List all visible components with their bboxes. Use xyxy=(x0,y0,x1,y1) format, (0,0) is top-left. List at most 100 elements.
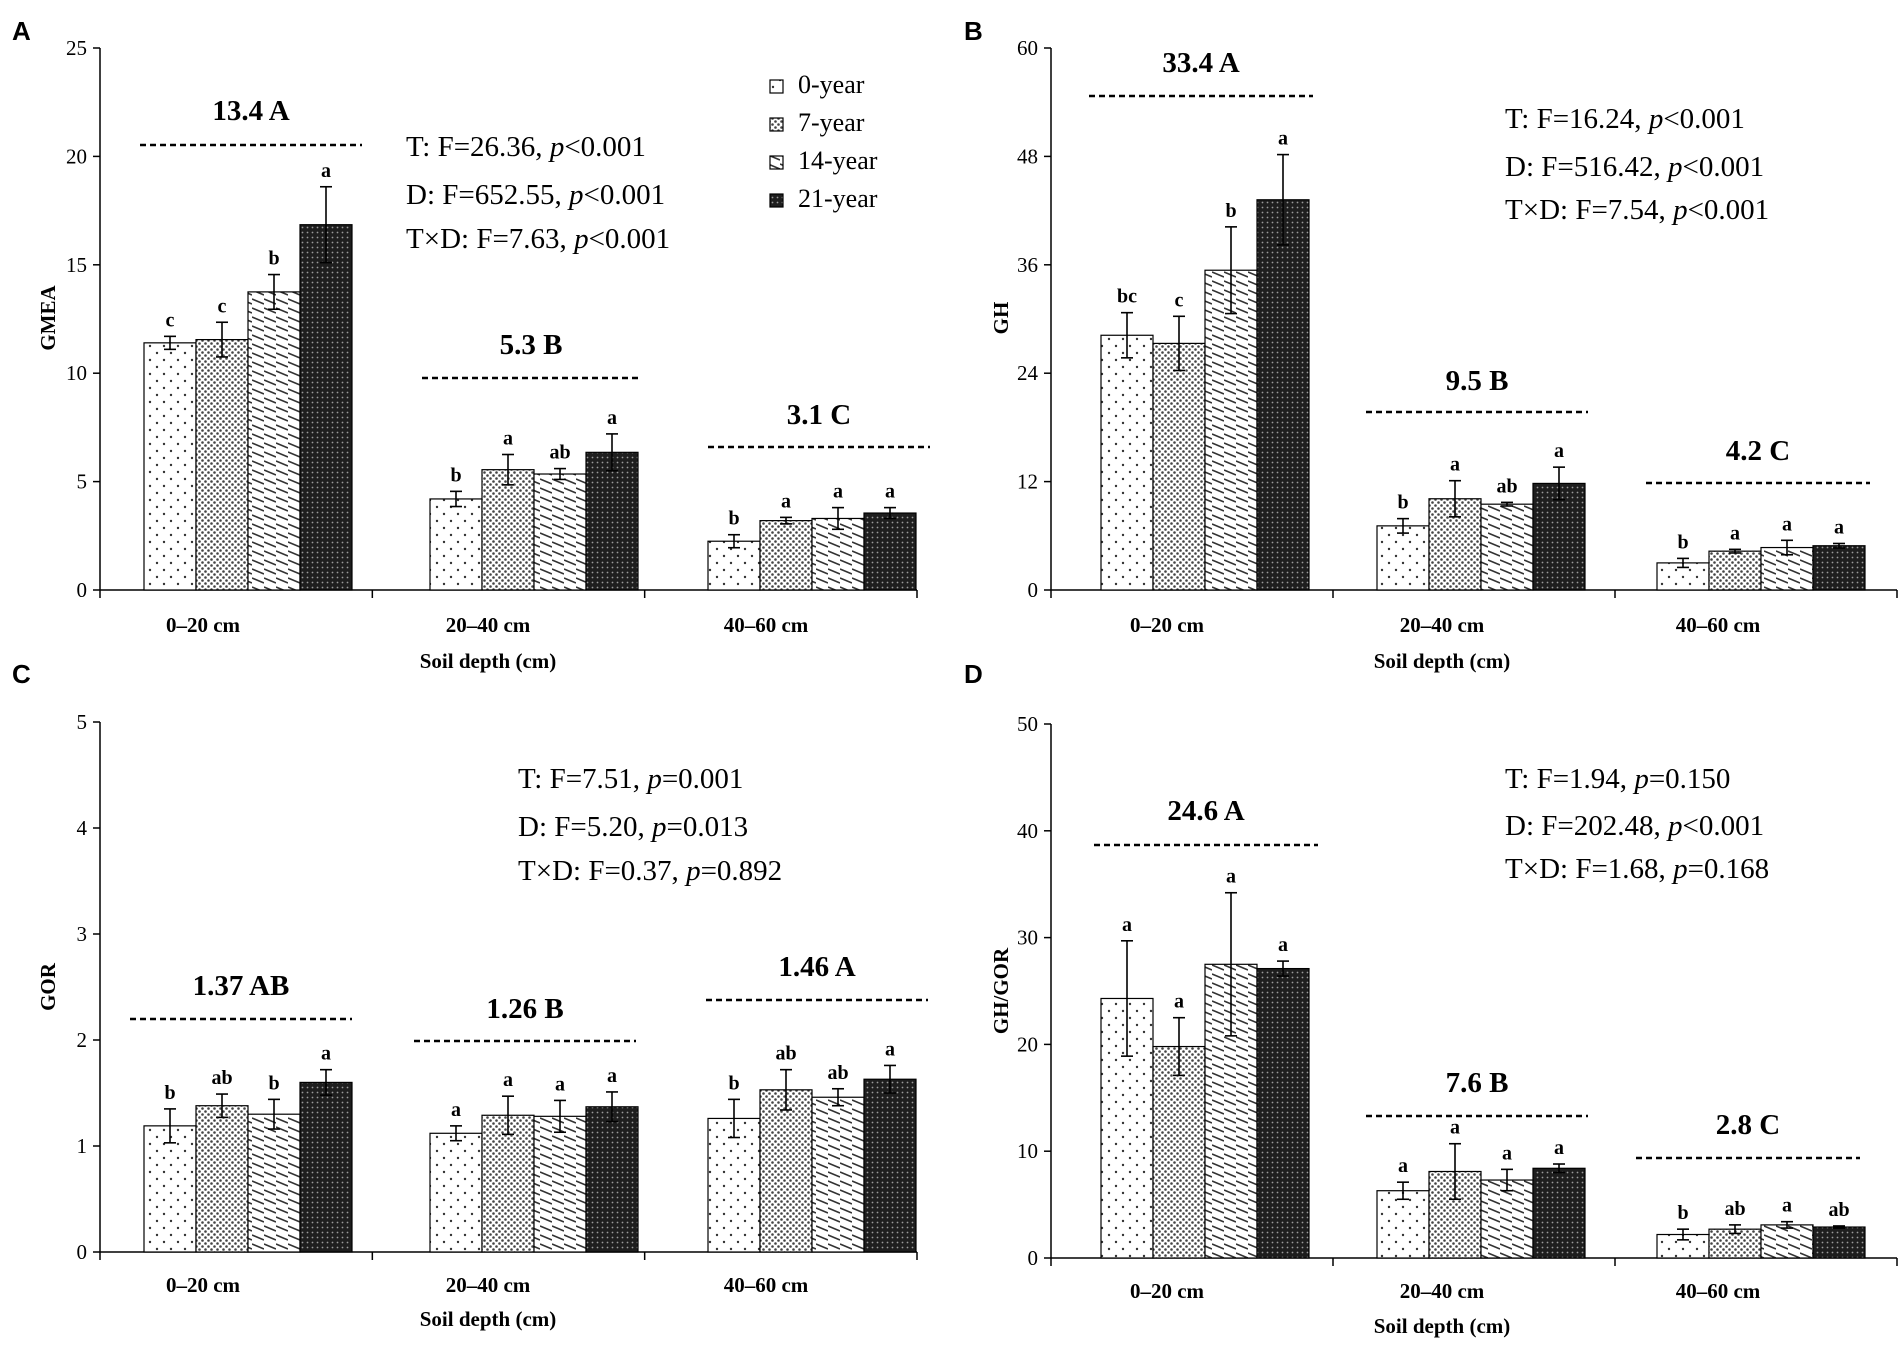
significance-letter: ab xyxy=(1724,1198,1745,1220)
bar-0-year-3 xyxy=(707,1117,761,1253)
chart-panel-b: B 0 12 24 36 48 60 0–20 cm 20–40 cm 40–60 cm Soil … xyxy=(964,16,1898,673)
stat-prefix: D: F=5.20, xyxy=(518,811,652,843)
bar-14-year-1 xyxy=(1204,269,1258,591)
significance-letter: a xyxy=(1450,1117,1460,1139)
bar-7-year-3 xyxy=(1708,550,1762,591)
y-tick-label: 60 xyxy=(1017,36,1038,60)
group-mean-label: 1.26 B xyxy=(486,993,563,1025)
stat-p-symbol: p xyxy=(1666,810,1683,842)
y-tick-label: 5 xyxy=(77,470,88,494)
significance-letter: a xyxy=(1278,934,1288,956)
legend-label: 14-year xyxy=(798,146,878,175)
bar-14-year-1 xyxy=(247,1113,301,1253)
stat-prefix: T: F=1.94, xyxy=(1505,763,1634,795)
x-axis-title: Soil depth (cm) xyxy=(420,1307,557,1331)
legend-swatch-0-year xyxy=(769,79,784,94)
x-axis-title: Soil depth (cm) xyxy=(420,649,557,673)
significance-letter: ab xyxy=(1496,475,1517,497)
stat-p-symbol: p xyxy=(645,763,662,795)
chart-panel-d: D 0 10 20 30 40 50 0–20 cm 20–40 cm 40–60 cm Soil … xyxy=(964,659,1898,1338)
significance-letter: a xyxy=(833,481,843,503)
group-mean-label: 5.3 B xyxy=(500,329,563,361)
y-tick-label: 10 xyxy=(66,361,87,385)
stat-p-symbol: p xyxy=(1666,151,1683,183)
y-tick-label: 0 xyxy=(1028,1246,1039,1270)
bar-0-year-1 xyxy=(1100,334,1154,591)
bar-7-year-1 xyxy=(1152,342,1206,591)
significance-letter: b xyxy=(1397,492,1408,514)
panel-letter: C xyxy=(12,659,31,689)
significance-letter: a xyxy=(1226,866,1236,888)
x-category-label: 40–60 cm xyxy=(724,613,809,637)
x-category-label: 40–60 cm xyxy=(1676,613,1761,637)
legend: 0-year 7-year 14-year 21-year xyxy=(769,70,878,213)
x-category-label: 20–40 cm xyxy=(1400,1279,1485,1303)
stat-prefix: T×D: F=7.63, xyxy=(406,223,574,255)
group-mean-label: 4.2 C xyxy=(1726,435,1790,467)
y-tick-label: 20 xyxy=(1017,1032,1038,1056)
significance-letter: a xyxy=(321,1043,331,1065)
stat-line: D: F=5.20, p=0.013 xyxy=(518,811,748,843)
bar-14-year-1 xyxy=(247,291,301,591)
legend-swatch-7-year xyxy=(769,117,784,132)
bar-21-year-2 xyxy=(1532,482,1586,591)
stat-line: D: F=202.48, p<0.001 xyxy=(1505,810,1764,842)
bar-21-year-3 xyxy=(863,512,917,591)
significance-letter: b xyxy=(728,1072,739,1094)
significance-letter: b xyxy=(164,1082,175,1104)
y-axis-title: GMEA xyxy=(36,285,60,351)
stat-prefix: T×D: F=7.54, xyxy=(1505,194,1673,226)
panel-letter: B xyxy=(964,16,983,46)
group-mean-label: 1.46 A xyxy=(778,951,855,983)
x-category-label: 40–60 cm xyxy=(1676,1279,1761,1303)
significance-letter: a xyxy=(1122,914,1132,936)
x-category-label: 0–20 cm xyxy=(166,1273,241,1297)
y-axis-title: GH/GOR xyxy=(989,947,1013,1034)
bar-7-year-2 xyxy=(481,1114,535,1253)
x-category-label: 40–60 cm xyxy=(724,1273,809,1297)
significance-letter: ab xyxy=(775,1043,796,1065)
x-category-label: 0–20 cm xyxy=(1130,1279,1205,1303)
bar-7-year-1 xyxy=(195,338,249,591)
bar-21-year-3 xyxy=(1812,545,1866,591)
group-mean-label: 9.5 B xyxy=(1446,365,1509,397)
y-axis-title: GOR xyxy=(36,962,60,1011)
bar-21-year-3 xyxy=(1812,1226,1866,1259)
significance-letter: a xyxy=(1278,128,1288,150)
y-tick-label: 36 xyxy=(1017,253,1038,277)
stat-p-symbol: p xyxy=(572,223,589,255)
significance-letter: bc xyxy=(1117,286,1137,308)
stat-line: D: F=652.55, p<0.001 xyxy=(406,179,665,211)
y-tick-label: 24 xyxy=(1017,361,1039,385)
significance-letter: a xyxy=(503,1069,513,1091)
group-mean-label: 33.4 A xyxy=(1162,47,1239,79)
y-tick-label: 20 xyxy=(66,144,87,168)
significance-letter: a xyxy=(1782,1195,1792,1217)
stat-line: T: F=16.24, p<0.001 xyxy=(1505,103,1745,135)
significance-letter: a xyxy=(1174,991,1184,1013)
stat-line: T×D: F=7.54, p<0.001 xyxy=(1505,194,1769,226)
stat-prefix: T×D: F=1.68, xyxy=(1505,853,1673,885)
y-tick-label: 5 xyxy=(77,710,88,734)
significance-letter: a xyxy=(781,490,791,512)
stat-value: =0.013 xyxy=(666,811,748,843)
stat-p-symbol: p xyxy=(1632,763,1649,795)
y-tick-label: 25 xyxy=(66,36,87,60)
stat-p-symbol: p xyxy=(548,131,565,163)
y-tick-label: 1 xyxy=(77,1134,88,1158)
stat-line: T×D: F=0.37, p=0.892 xyxy=(518,855,782,887)
significance-letter: a xyxy=(503,428,513,450)
bar-0-year-2 xyxy=(1376,525,1430,591)
y-tick-label: 50 xyxy=(1017,712,1038,736)
x-category-label: 0–20 cm xyxy=(1130,613,1205,637)
y-tick-label: 30 xyxy=(1017,926,1038,950)
stat-value: <0.001 xyxy=(1682,810,1764,842)
bar-21-year-2 xyxy=(585,451,639,591)
bar-0-year-2 xyxy=(429,1132,483,1253)
stat-prefix: D: F=202.48, xyxy=(1505,810,1668,842)
chart-panel-c: C 0 1 2 3 4 5 0–20 cm 20–40 cm 40–60 cm Soil depth… xyxy=(12,659,928,1331)
significance-letter: a xyxy=(1834,516,1844,538)
x-category-label: 20–40 cm xyxy=(446,613,531,637)
bar-0-year-2 xyxy=(1376,1190,1430,1259)
legend-label: 21-year xyxy=(798,184,878,213)
